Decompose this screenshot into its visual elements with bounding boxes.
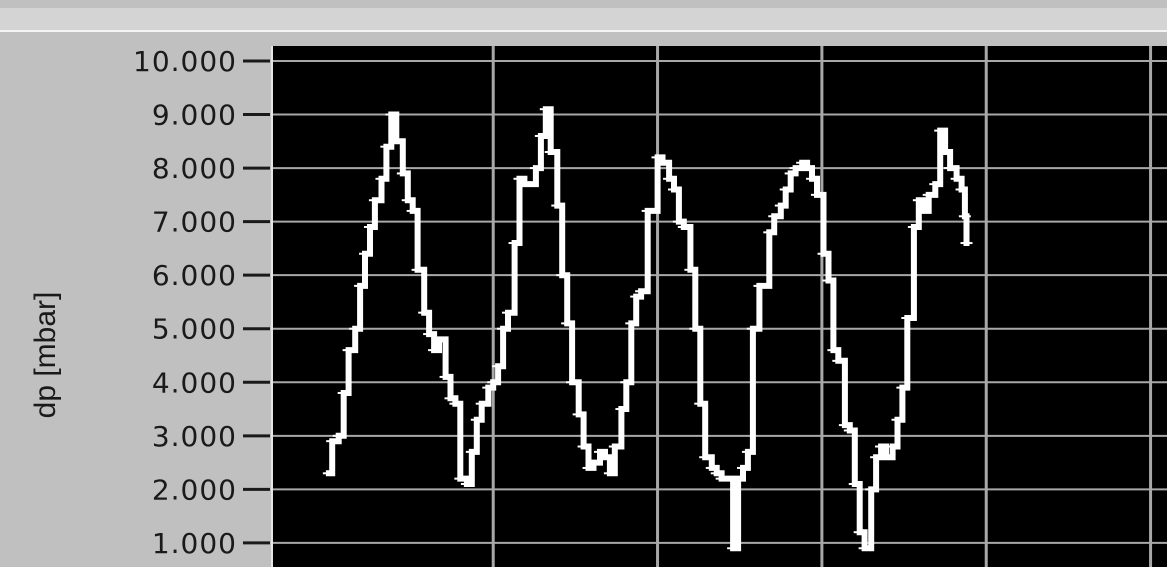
y-tick-label: 8.000 [152,152,237,185]
y-tick-label: 9.000 [152,99,237,132]
y-axis-label: dp [mbar] [29,292,62,419]
series-layer [322,106,973,552]
y-tick-label: 6.000 [152,259,237,292]
y-tick-label: 7.000 [152,206,237,239]
y-tick-label: 5.000 [152,313,237,346]
title-bar [0,8,1167,30]
y-tick-label: 1.000 [152,527,237,560]
y-tick-label: 10.000 [133,45,237,78]
grid-layer [273,46,1167,567]
y-tick-label: 3.000 [152,420,237,453]
y-axis: 1.000 2.000 3.000 4.000 5.000 6.000 7.000 8.000… [133,45,273,567]
y-tick-label: 4.000 [152,366,237,399]
y-tick-label: 2.000 [152,473,237,506]
